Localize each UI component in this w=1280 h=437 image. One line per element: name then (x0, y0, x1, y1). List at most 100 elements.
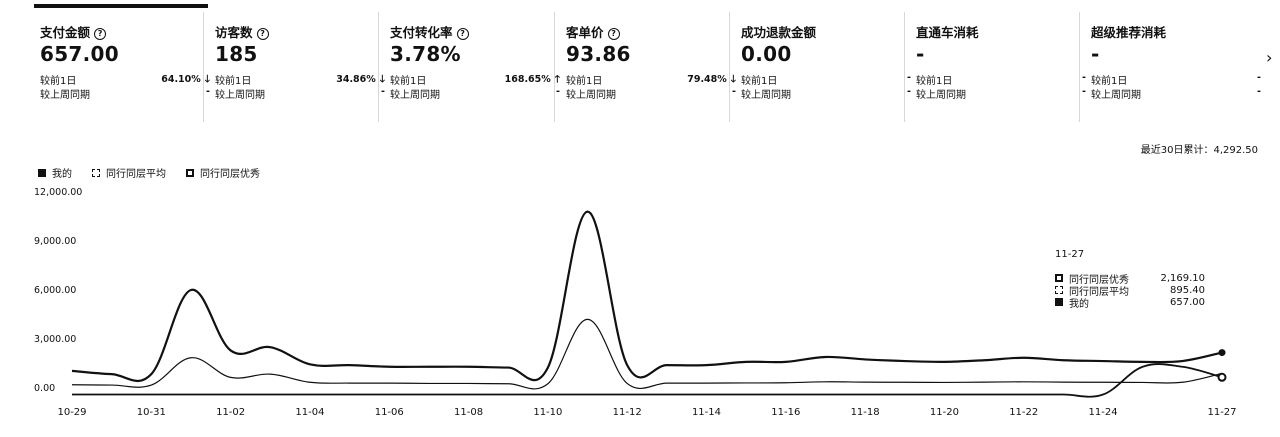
compare-day-label: 较前1日 (215, 76, 252, 87)
metric-value: 93.86 (566, 42, 631, 66)
metric-title: 成功退款金额 (741, 25, 817, 40)
metric-value: 0.00 (741, 42, 792, 66)
metric-title: 直通车消耗 (916, 25, 979, 40)
metric-card-super-recommend-spend[interactable]: 超级推荐消耗 - 较前1日 - 较上周同期 - (1091, 22, 1261, 101)
metric-value: 3.78% (390, 42, 461, 66)
compare-day-label: 较前1日 (1091, 76, 1128, 87)
legend-item-peer-average[interactable]: 同行同层平均 (92, 165, 166, 180)
y-tick-label: 12,000.00 (34, 187, 82, 198)
compare-week-label: 较上周同期 (566, 90, 616, 101)
x-tick-label: 11-08 (454, 407, 483, 418)
metric-card-avg-order-value[interactable]: 客单价? 93.86 较前1日 79.48% 🡓 较上周同期 - (566, 22, 736, 101)
tooltip-label-peer-excellent: 同行同层优秀 (1069, 274, 1129, 286)
metric-compare-day: 较前1日 - (1091, 72, 1261, 87)
compare-week-value: - (381, 86, 385, 97)
metrics-bar: 支付金额? 657.00 较前1日 64.10% 🡓 较上周同期 - 访客数? 185 较前1日 3… (0, 0, 1261, 130)
x-tick-label: 11-22 (1009, 407, 1038, 418)
compare-day-label: 较前1日 (566, 76, 603, 87)
tooltip-value-peer-average: 895.40 (1170, 284, 1205, 296)
compare-day-label: 较前1日 (916, 76, 953, 87)
question-circle-icon[interactable]: ? (94, 28, 107, 40)
x-tick-label: 11-24 (1089, 407, 1118, 418)
metric-card-refund-amount[interactable]: 成功退款金额 0.00 较前1日 - 较上周同期 - (741, 22, 911, 101)
tooltip-value-mine: 657.00 (1170, 296, 1205, 308)
arrow-up-icon: 🡑 (554, 74, 560, 85)
point-marker-mine (1217, 372, 1227, 382)
x-tick-label: 11-18 (851, 407, 880, 418)
compare-week-value: - (206, 86, 210, 97)
question-circle-icon[interactable]: ? (456, 28, 469, 40)
point-marker-peer-excellent (1218, 349, 1226, 357)
legend-item-peer-excellent[interactable]: 同行同层优秀 (186, 165, 260, 180)
metric-title: 访客数? (215, 22, 385, 40)
x-tick-label: 11-20 (930, 407, 959, 418)
chart-tooltip: 11-27 同行同层优秀 2,169.10 同行同层平均 895.40 我的 6… (1055, 249, 1205, 310)
metric-card-conversion-rate[interactable]: 支付转化率? 3.78% 较前1日 168.65% 🡑 较上周同期 - (390, 22, 560, 101)
x-tick-label: 10-31 (137, 407, 166, 418)
metric-compare-week: 较上周同期 - (390, 86, 560, 101)
tooltip-swatch-peer-average (1055, 286, 1063, 294)
metric-compare-week: 较上周同期 - (916, 86, 1086, 101)
compare-day-value: 64.10% 🡓 (161, 72, 210, 89)
compare-week-label: 较上周同期 (1091, 90, 1141, 101)
y-tick-label: 9,000.00 (34, 236, 76, 247)
compare-day-label: 较前1日 (390, 76, 427, 87)
metric-card-visitors[interactable]: 访客数? 185 较前1日 34.86% 🡓 较上周同期 - (215, 22, 385, 101)
metric-compare-day: 较前1日 - (916, 72, 1086, 87)
question-circle-icon[interactable]: ? (256, 28, 269, 40)
metric-value: - (1091, 42, 1100, 66)
arrow-down-icon: 🡓 (204, 74, 210, 85)
compare-week-value: - (1257, 86, 1261, 97)
legend-item-mine[interactable]: 我的 (38, 165, 72, 180)
compare-week-value: - (556, 86, 560, 97)
metric-title: 支付金额? (40, 22, 210, 40)
metric-compare-week: 较上周同期 - (215, 86, 385, 101)
y-tick-label: 0.00 (34, 383, 55, 394)
x-tick-label: 11-10 (533, 407, 562, 418)
tooltip-label-peer-average: 同行同层平均 (1069, 286, 1129, 298)
arrow-down-icon: 🡓 (730, 74, 736, 85)
compare-week-value: - (907, 86, 911, 97)
metric-divider (203, 12, 204, 122)
compare-day-value: - (1082, 72, 1086, 83)
question-circle-icon[interactable]: ? (607, 28, 620, 40)
metric-compare-week: 较上周同期 - (566, 86, 736, 101)
metric-divider (554, 12, 555, 122)
compare-day-value: 79.48% 🡓 (687, 72, 736, 89)
metric-divider (904, 12, 905, 122)
compare-week-value: - (1082, 86, 1086, 97)
legend-swatch-peer-excellent (186, 168, 194, 177)
metric-title: 支付转化率? (390, 22, 560, 40)
x-tick-label: 11-16 (771, 407, 800, 418)
compare-week-label: 较上周同期 (916, 90, 966, 101)
compare-week-label: 较上周同期 (390, 90, 440, 101)
metric-compare-day: 较前1日 168.65% 🡑 (390, 72, 560, 89)
metric-compare-day: 较前1日 - (741, 72, 911, 87)
metric-compare-week: 较上周同期 - (741, 86, 911, 101)
x-tick-label: 11-02 (216, 407, 245, 418)
tooltip-swatch-peer-excellent (1055, 274, 1063, 282)
compare-week-label: 较上周同期 (40, 90, 90, 101)
metric-card-payment-amount[interactable]: 支付金额? 657.00 较前1日 64.10% 🡓 较上周同期 - (40, 22, 210, 101)
legend-label-peer-average: 同行同层平均 (106, 169, 166, 180)
metric-compare-day: 较前1日 34.86% 🡓 (215, 72, 385, 87)
metric-value: 657.00 (40, 42, 119, 66)
compare-day-value: - (1257, 72, 1261, 83)
trend-line-chart[interactable]: 0.00 3,000.00 6,000.00 9,000.00 12,000.00 10-… (0, 180, 1280, 437)
metric-compare-day: 较前1日 64.10% 🡓 (40, 72, 210, 89)
x-tick-label: 11-06 (375, 407, 404, 418)
chevron-right-icon[interactable]: › (1266, 48, 1273, 67)
metric-title: 超级推荐消耗 (1091, 25, 1167, 40)
metric-compare-day: 较前1日 79.48% 🡓 (566, 72, 736, 89)
tooltip-date: 11-27 (1055, 249, 1085, 260)
compare-day-value: - (907, 72, 911, 83)
legend-swatch-peer-average (92, 168, 100, 177)
x-tick-label: 11-14 (692, 407, 721, 418)
metric-card-ztc-spend[interactable]: 直通车消耗 - 较前1日 - 较上周同期 - (916, 22, 1086, 101)
active-tab-indicator (34, 4, 208, 8)
compare-day-value: 168.65% 🡑 (505, 72, 560, 89)
x-tick-label: 11-12 (613, 407, 642, 418)
series-line-mine (72, 363, 1223, 398)
metric-divider (1079, 12, 1080, 122)
x-tick-label: 10-29 (57, 407, 86, 418)
